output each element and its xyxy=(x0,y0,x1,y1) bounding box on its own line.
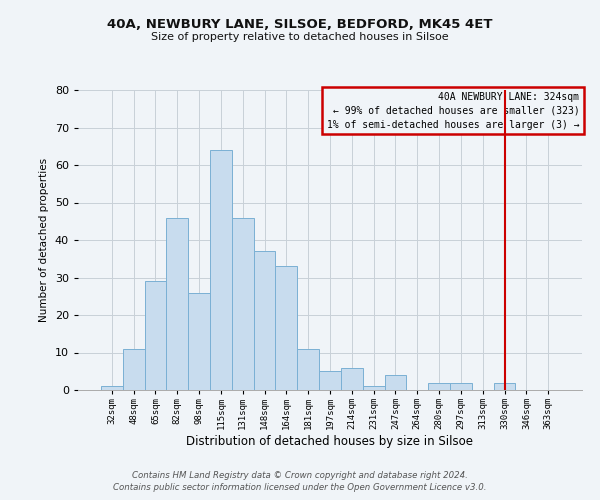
Text: 40A, NEWBURY LANE, SILSOE, BEDFORD, MK45 4ET: 40A, NEWBURY LANE, SILSOE, BEDFORD, MK45… xyxy=(107,18,493,30)
Bar xyxy=(297,349,319,390)
Bar xyxy=(341,368,363,390)
Bar xyxy=(363,386,385,390)
Bar xyxy=(254,251,275,390)
Bar xyxy=(232,218,254,390)
Bar xyxy=(428,382,450,390)
Text: Contains public sector information licensed under the Open Government Licence v3: Contains public sector information licen… xyxy=(113,484,487,492)
Bar xyxy=(385,375,406,390)
Bar xyxy=(494,382,515,390)
Bar xyxy=(101,386,123,390)
Text: 40A NEWBURY LANE: 324sqm
← 99% of detached houses are smaller (323)
1% of semi-d: 40A NEWBURY LANE: 324sqm ← 99% of detach… xyxy=(327,92,580,130)
Bar xyxy=(275,266,297,390)
Bar xyxy=(188,292,210,390)
X-axis label: Distribution of detached houses by size in Silsoe: Distribution of detached houses by size … xyxy=(187,434,473,448)
Bar xyxy=(210,150,232,390)
Text: Size of property relative to detached houses in Silsoe: Size of property relative to detached ho… xyxy=(151,32,449,42)
Y-axis label: Number of detached properties: Number of detached properties xyxy=(39,158,49,322)
Bar xyxy=(450,382,472,390)
Text: Contains HM Land Registry data © Crown copyright and database right 2024.: Contains HM Land Registry data © Crown c… xyxy=(132,471,468,480)
Bar xyxy=(123,349,145,390)
Bar xyxy=(145,281,166,390)
Bar xyxy=(166,218,188,390)
Bar xyxy=(319,371,341,390)
